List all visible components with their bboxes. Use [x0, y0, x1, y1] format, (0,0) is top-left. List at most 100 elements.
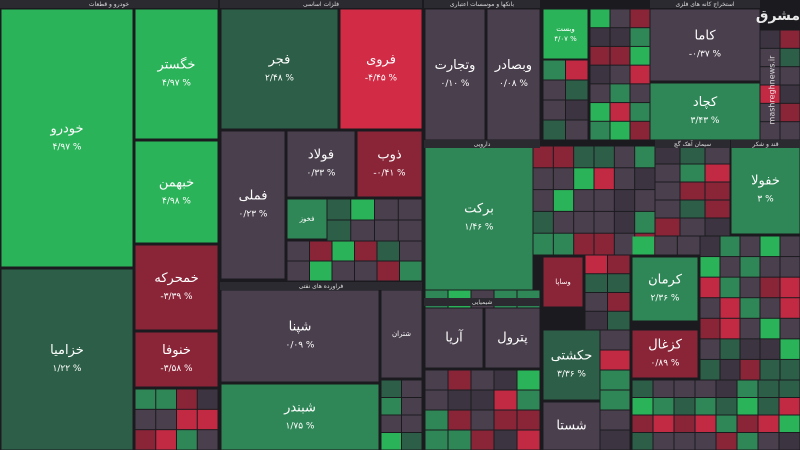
small-tile: [600, 410, 630, 430]
tile-change: -۳/۵۸ %: [160, 364, 193, 374]
small-tile: [310, 241, 332, 261]
small-tile: [585, 255, 607, 274]
small-tile: [425, 430, 448, 450]
sector-header-bar: [731, 140, 800, 148]
small-tile: [402, 415, 422, 432]
small-tile: [543, 120, 565, 140]
small-tile: [471, 390, 494, 410]
small-tile: [533, 168, 553, 190]
small-tile: [402, 433, 422, 450]
small-tile: [585, 274, 607, 292]
tile-change: ۲/۳۶ %: [651, 294, 680, 304]
small-tile: [425, 390, 448, 410]
small-tile: [716, 380, 737, 397]
small-tile: [614, 168, 635, 190]
sector-header-bar: [424, 0, 540, 8]
watermark-site: mashreghnews.ir: [768, 55, 777, 125]
small-tile: [585, 293, 607, 311]
small-tile: [760, 30, 780, 48]
small-tile: [632, 380, 653, 397]
small-tile: [760, 359, 780, 380]
small-tile: [614, 146, 635, 168]
tile-label: فملی: [239, 189, 268, 204]
small-tile: [574, 168, 594, 190]
tile-change: ۴/۹۸ %: [162, 197, 191, 207]
small-tile: [471, 430, 494, 450]
small-tile: [716, 415, 737, 432]
small-tile: [553, 168, 574, 190]
small-tile: [590, 28, 610, 46]
tile-label: ذوب: [377, 148, 402, 163]
small-tile: [600, 330, 630, 350]
small-tile: [700, 339, 720, 359]
small-tile: [737, 433, 758, 450]
tile-change: ۳/۳۶ %: [557, 370, 586, 380]
small-tile: [425, 410, 448, 430]
tile-change: -۴/۴۵ %: [365, 74, 398, 84]
small-tile: [705, 146, 730, 164]
tile-label: فخوز: [299, 215, 315, 223]
small-tile: [779, 415, 800, 432]
small-tile: [574, 211, 594, 233]
tile: [649, 82, 761, 141]
small-tile: [381, 398, 401, 415]
small-tile: [156, 409, 176, 430]
small-tile: [533, 190, 553, 211]
small-tile: [332, 261, 354, 281]
tile: [486, 8, 541, 141]
small-tile: [448, 390, 471, 410]
tile-change: ۴/۹۷ %: [162, 79, 191, 89]
small-tile: [287, 241, 309, 261]
small-tile: [758, 415, 779, 432]
small-tile: [610, 28, 630, 46]
sector-header: بانکها و موسسات اعتباری: [450, 1, 514, 8]
small-tile: [610, 46, 630, 65]
small-tile: [600, 430, 630, 450]
small-tile: [135, 409, 156, 430]
small-tile: [716, 433, 737, 450]
tile: [424, 8, 486, 141]
sector-header-bar: [650, 0, 760, 8]
small-tile: [135, 389, 156, 409]
small-tile: [716, 398, 737, 415]
sector-header: فلزات اساسی: [303, 1, 339, 8]
sector-header: سیمان آهک گچ: [674, 139, 711, 148]
small-tile: [653, 380, 674, 397]
tile-label: شستا: [556, 419, 586, 434]
small-tile: [680, 218, 705, 236]
small-tile: [705, 218, 730, 236]
small-tile: [566, 60, 588, 80]
small-tile: [610, 84, 630, 103]
small-tile: [705, 164, 730, 182]
small-tile: [655, 182, 680, 200]
small-tile: [585, 311, 607, 330]
tile-change: -۳/۳۹ %: [160, 292, 193, 302]
small-tile: [310, 261, 332, 281]
small-tile: [695, 398, 716, 415]
small-tile: [494, 410, 517, 430]
small-tile: [600, 350, 630, 370]
small-tile: [574, 190, 594, 211]
small-tile: [355, 261, 377, 281]
tile-label: شپنا: [289, 320, 312, 335]
small-tile: [655, 146, 680, 164]
small-tile: [737, 415, 758, 432]
small-tile: [740, 277, 760, 298]
small-tile: [760, 318, 780, 339]
tile: [424, 307, 484, 369]
tile-label: خمحرکه: [154, 271, 198, 286]
small-tile: [608, 311, 630, 330]
tiles: خودرو ۴/۹۷ % خزامیا ۱/۲۲ % خگستر ۴/۹۷ % خبهمن ۴…: [0, 8, 800, 450]
sector-header: خودرو و قطعات: [89, 1, 129, 8]
tile: [134, 331, 219, 388]
small-tile: [632, 433, 653, 450]
tile-change: ۴/۰۷ %: [554, 35, 577, 43]
small-tile: [590, 84, 610, 103]
small-tile: [695, 415, 716, 432]
tile-change: -۰/۳۷ %: [689, 50, 722, 60]
small-tile: [448, 370, 471, 390]
small-tile: [327, 199, 351, 220]
small-tile: [494, 430, 517, 450]
tile-change: -۰/۴۱ %: [373, 169, 406, 179]
sector-header: قند و شکر: [751, 141, 778, 148]
